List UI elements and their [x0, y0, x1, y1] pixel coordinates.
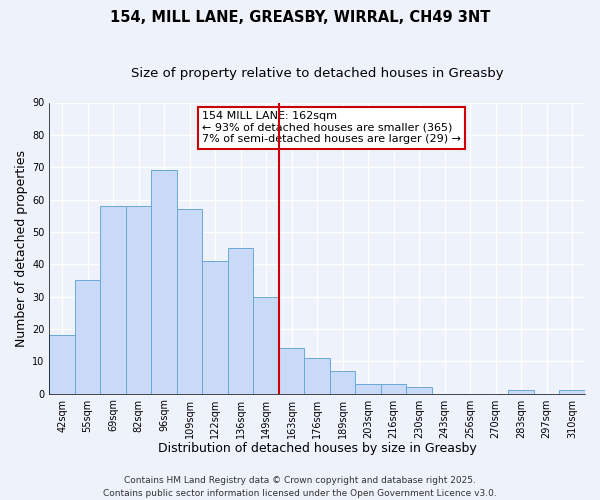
- Bar: [202, 261, 228, 394]
- Bar: [559, 390, 585, 394]
- Bar: [126, 206, 151, 394]
- Bar: [151, 170, 177, 394]
- X-axis label: Distribution of detached houses by size in Greasby: Distribution of detached houses by size …: [158, 442, 476, 455]
- Bar: [304, 358, 330, 394]
- Bar: [49, 336, 75, 394]
- Bar: [75, 280, 100, 394]
- Bar: [100, 206, 126, 394]
- Text: 154 MILL LANE: 162sqm
← 93% of detached houses are smaller (365)
7% of semi-deta: 154 MILL LANE: 162sqm ← 93% of detached …: [202, 111, 461, 144]
- Bar: [228, 248, 253, 394]
- Bar: [406, 387, 432, 394]
- Bar: [508, 390, 534, 394]
- Y-axis label: Number of detached properties: Number of detached properties: [15, 150, 28, 346]
- Title: Size of property relative to detached houses in Greasby: Size of property relative to detached ho…: [131, 68, 503, 80]
- Bar: [253, 296, 279, 394]
- Text: Contains HM Land Registry data © Crown copyright and database right 2025.
Contai: Contains HM Land Registry data © Crown c…: [103, 476, 497, 498]
- Bar: [355, 384, 381, 394]
- Bar: [330, 371, 355, 394]
- Bar: [381, 384, 406, 394]
- Bar: [279, 348, 304, 394]
- Bar: [177, 209, 202, 394]
- Text: 154, MILL LANE, GREASBY, WIRRAL, CH49 3NT: 154, MILL LANE, GREASBY, WIRRAL, CH49 3N…: [110, 10, 490, 25]
